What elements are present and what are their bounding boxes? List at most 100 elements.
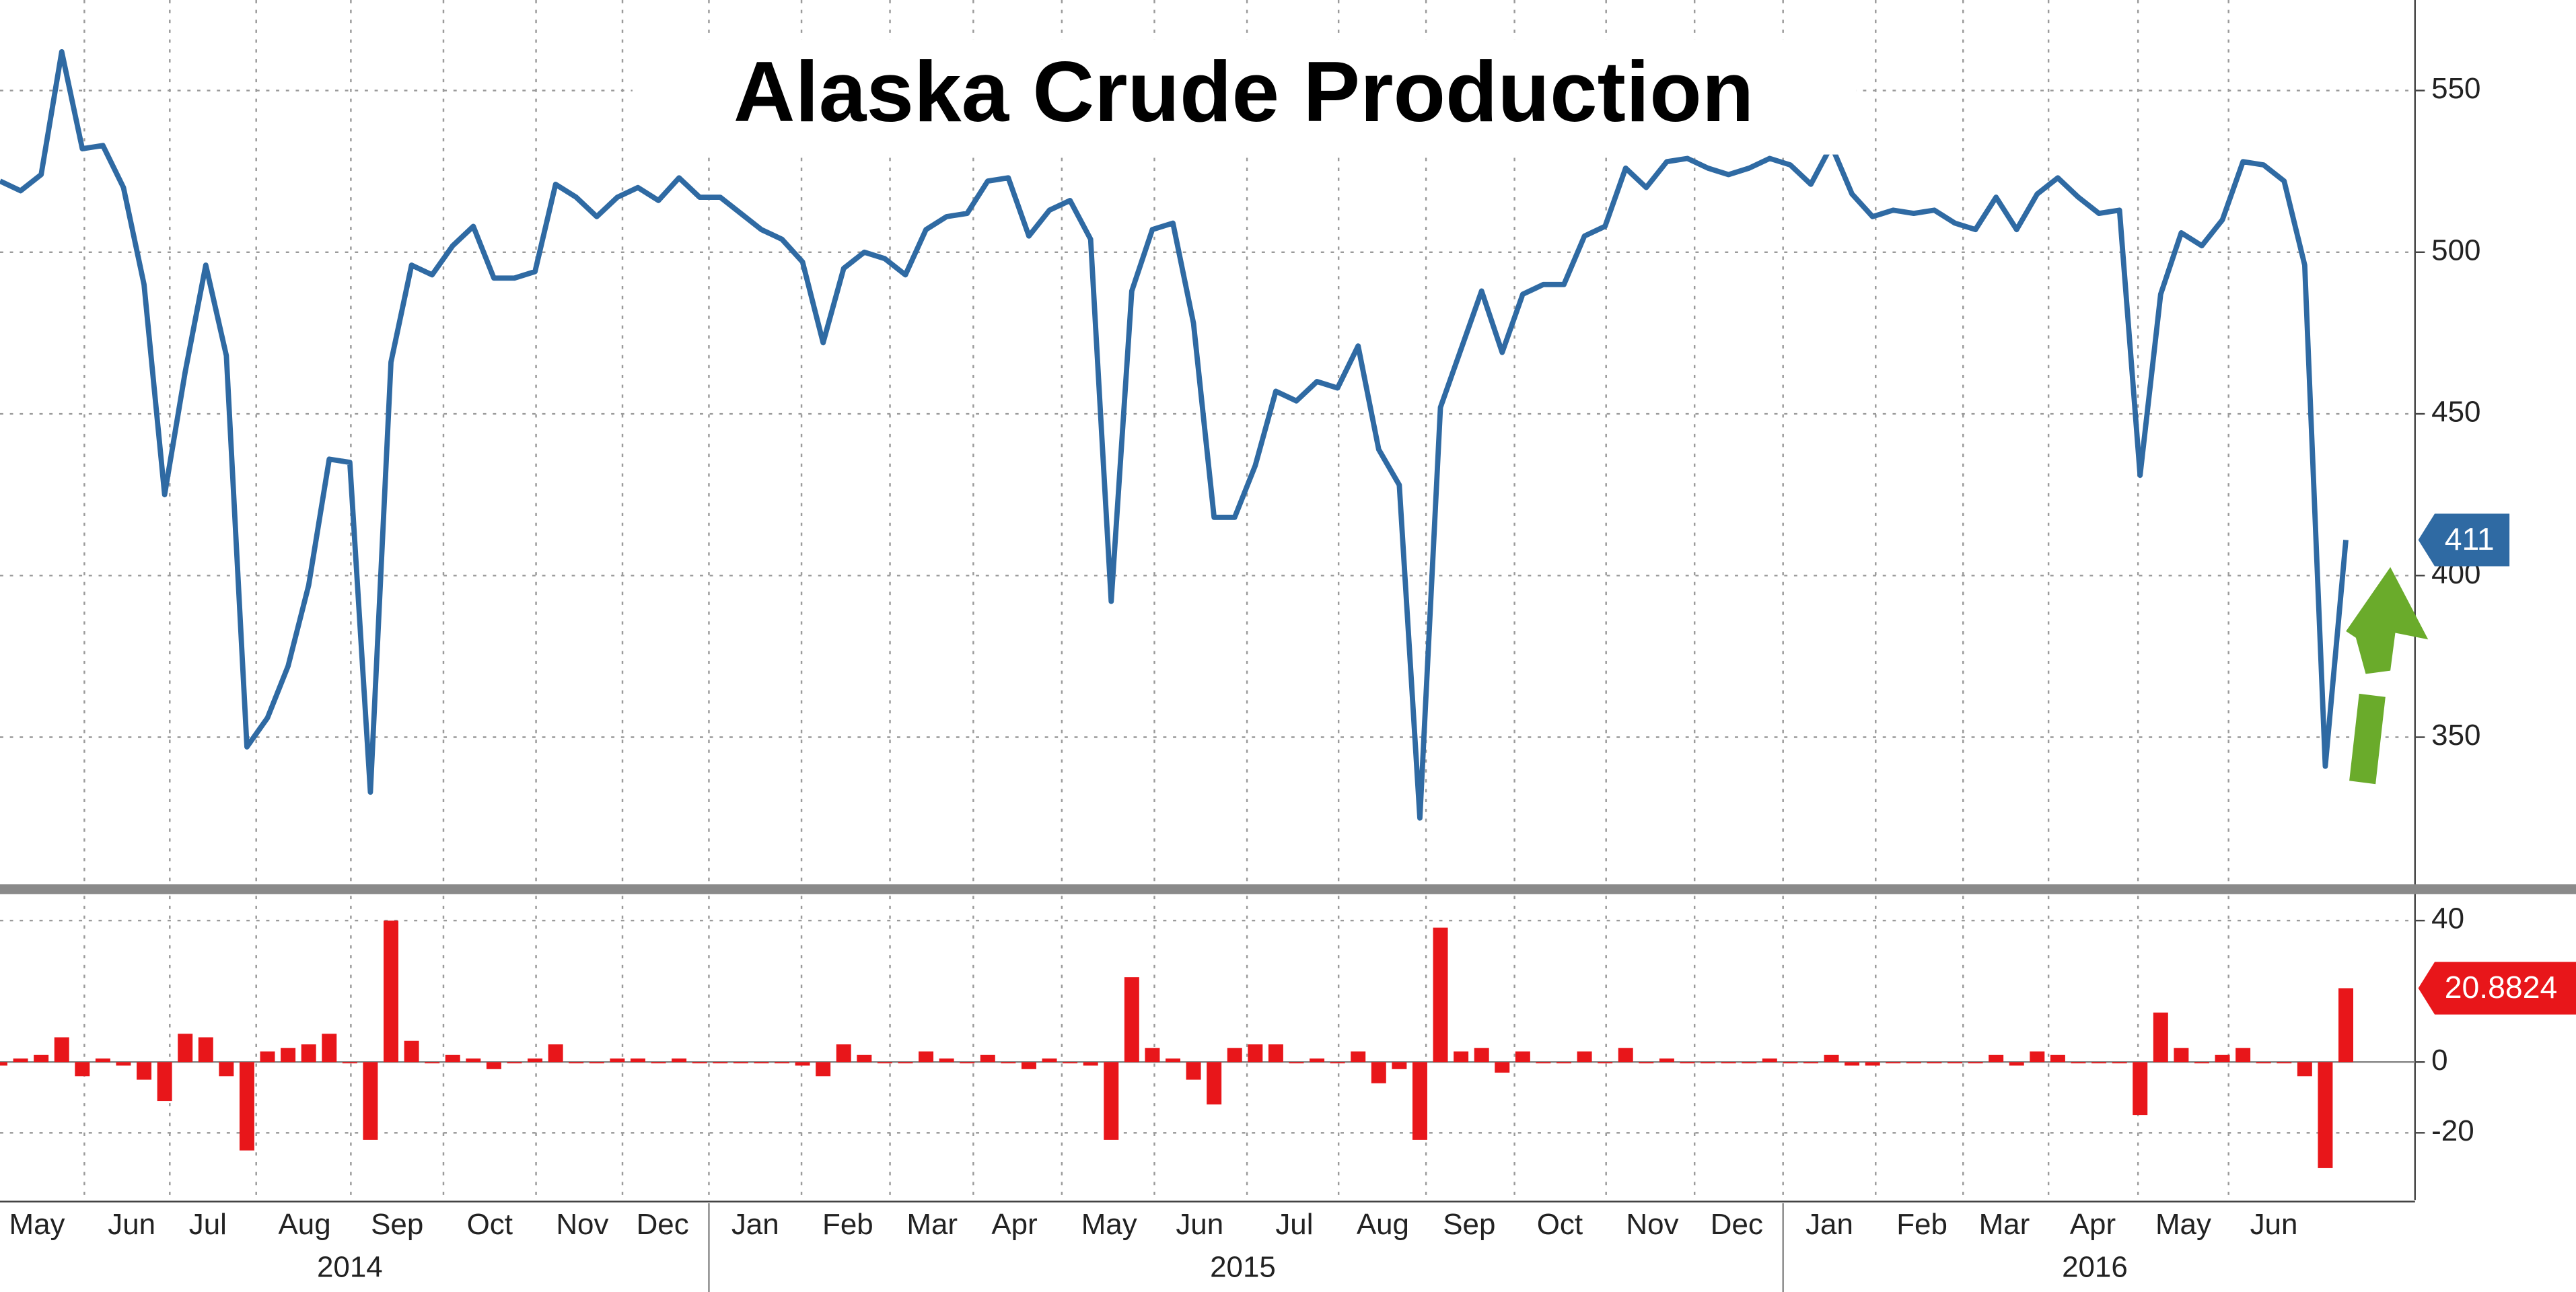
bar — [404, 1040, 419, 1063]
bar — [1598, 1062, 1613, 1064]
panel-separator — [0, 884, 2576, 894]
bar — [2277, 1062, 2292, 1064]
x-tick-label: Oct — [1537, 1208, 1583, 1241]
x-tick-label: Mar — [906, 1208, 958, 1241]
bar — [919, 1051, 934, 1063]
bar — [1742, 1062, 1757, 1064]
x-tick-label: May — [1081, 1208, 1137, 1241]
bar — [692, 1062, 707, 1064]
bar — [1886, 1062, 1901, 1064]
bar — [713, 1062, 728, 1064]
bar — [1186, 1062, 1201, 1080]
bar — [322, 1034, 337, 1063]
bar — [1659, 1058, 1674, 1063]
bar — [733, 1062, 748, 1064]
bar — [1927, 1062, 1942, 1064]
year-label: 2014 — [317, 1250, 383, 1283]
bar — [1536, 1062, 1551, 1064]
marks — [0, 48, 2354, 1168]
bar — [610, 1058, 625, 1063]
bar — [1495, 1062, 1510, 1073]
bar — [939, 1058, 954, 1063]
y-tick-label: 40 — [2431, 902, 2464, 935]
bar — [2318, 1062, 2333, 1168]
bar — [980, 1054, 995, 1063]
x-tick-label: Nov — [1626, 1208, 1678, 1241]
bar — [178, 1034, 193, 1063]
bar — [137, 1062, 152, 1080]
x-tick-label: Aug — [1357, 1208, 1409, 1241]
bar — [466, 1058, 481, 1063]
bar — [775, 1062, 789, 1064]
bar — [1392, 1062, 1407, 1069]
bar — [2174, 1048, 2189, 1063]
x-tick-label: Jun — [1176, 1208, 1223, 1241]
bar — [1124, 977, 1139, 1063]
y-tick-label: 500 — [2431, 234, 2480, 266]
bar — [1701, 1062, 1716, 1064]
bar — [1145, 1048, 1160, 1063]
bar — [75, 1062, 90, 1077]
bar — [1824, 1054, 1839, 1063]
x-tick-label: Jul — [189, 1208, 227, 1241]
bar — [34, 1054, 49, 1063]
bar — [157, 1062, 172, 1102]
y-tick-label: -20 — [2431, 1114, 2474, 1147]
bar — [2194, 1062, 2209, 1064]
bar — [589, 1062, 604, 1064]
x-tick-label: Apr — [991, 1208, 1037, 1241]
x-tick-label: Feb — [1896, 1208, 1947, 1241]
bar — [2256, 1062, 2271, 1064]
bar — [1947, 1062, 1962, 1064]
x-tick-label: Dec — [1711, 1208, 1763, 1241]
bar — [960, 1062, 975, 1064]
bar — [1968, 1062, 1983, 1064]
bar — [1515, 1051, 1530, 1063]
x-tick-label: Jan — [731, 1208, 779, 1241]
bar — [239, 1062, 254, 1151]
bar — [1207, 1062, 1222, 1105]
bar — [281, 1048, 296, 1063]
bar — [1618, 1048, 1633, 1063]
bar — [1042, 1058, 1057, 1063]
labels: May Jun Jul Aug Sep Oct Nov Dec Jan Feb Mar Apr May J… — [9, 72, 2576, 1283]
bar — [486, 1062, 501, 1069]
bar — [2112, 1062, 2127, 1064]
x-tick-label: Sep — [1443, 1208, 1495, 1241]
x-tick-label: May — [2155, 1208, 2211, 1241]
line — [0, 48, 2349, 821]
bar — [1412, 1062, 1427, 1140]
bar — [548, 1044, 563, 1063]
x-tick-label: Feb — [822, 1208, 873, 1241]
bar — [1248, 1044, 1263, 1063]
bar — [816, 1062, 831, 1077]
bar — [857, 1054, 872, 1063]
chart-title: Alaska Crude Production — [734, 44, 1754, 139]
bar — [1639, 1062, 1654, 1064]
y-tick-label: 450 — [2431, 396, 2480, 429]
bar — [898, 1062, 913, 1064]
title-background — [632, 39, 1857, 155]
x-tick-label: Jul — [1275, 1208, 1313, 1241]
x-tick-label: Jun — [2250, 1208, 2298, 1241]
bar — [363, 1062, 378, 1140]
bar — [2050, 1054, 2065, 1063]
bar — [2153, 1012, 2168, 1063]
bar — [342, 1062, 357, 1064]
bar — [1845, 1062, 1860, 1066]
bar — [877, 1062, 892, 1064]
bar — [1166, 1058, 1180, 1063]
bar — [672, 1058, 687, 1063]
bar — [384, 921, 398, 1063]
bar — [1989, 1054, 2004, 1063]
last-value-label: 411 — [2445, 522, 2495, 557]
bar — [1721, 1062, 1736, 1064]
bar — [1577, 1051, 1592, 1063]
bar — [1330, 1062, 1345, 1064]
bar — [569, 1062, 584, 1064]
bar — [1454, 1051, 1469, 1063]
y-tick-label: 550 — [2431, 72, 2480, 105]
bar — [1063, 1062, 1078, 1064]
